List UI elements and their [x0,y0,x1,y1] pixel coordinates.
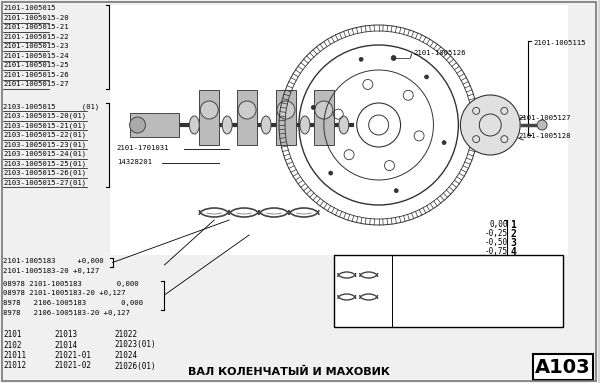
Text: 2101-1005126: 2101-1005126 [413,50,466,56]
Text: 2101-1005015-26: 2101-1005015-26 [3,72,68,77]
Text: 2103-1005015-26(01): 2103-1005015-26(01) [3,170,86,176]
Circle shape [238,101,256,119]
Text: -0,25: -0,25 [485,229,508,238]
Ellipse shape [300,116,310,134]
Bar [199,90,219,145]
Ellipse shape [339,116,349,134]
Text: -0,50: -0,50 [485,238,508,247]
Text: 21011: 21011 [3,351,26,360]
Text: 21026(01): 21026(01) [115,362,156,370]
Text: - 2: - 2 [487,278,507,286]
Text: 21013: 21013 [55,330,78,339]
Text: 2101-1005015-22: 2101-1005015-22 [3,33,68,39]
Text: 2103-1005015-22(01): 2103-1005015-22(01) [3,131,86,138]
Text: 2101-1005015-24: 2101-1005015-24 [3,52,68,59]
Text: 2101-1005015-25: 2101-1005015-25 [3,62,68,68]
Circle shape [359,57,363,61]
Text: - 3: - 3 [487,294,507,303]
Text: 2101-1000102: 2101-1000102 [395,261,451,270]
Circle shape [277,101,295,119]
Bar [237,90,257,145]
Bar [130,113,179,137]
Text: 8978   2106-1005183-20 +0,127: 8978 2106-1005183-20 +0,127 [3,309,130,316]
Circle shape [311,105,315,110]
Circle shape [391,56,396,61]
Text: 2: 2 [510,229,516,239]
Circle shape [537,120,547,130]
Circle shape [425,75,428,79]
Text: 2101-1000102-22: 2101-1000102-22 [395,294,465,303]
Text: 2101-1000102-21: 2101-1000102-21 [395,278,465,286]
Text: 2103-1005015-20(01): 2103-1005015-20(01) [3,113,86,119]
Text: 1: 1 [510,220,516,230]
Text: 2102: 2102 [3,340,22,350]
Circle shape [460,95,520,155]
Text: 4: 4 [510,247,516,257]
Text: А103: А103 [535,358,591,377]
Text: 14328201: 14328201 [116,159,152,165]
Circle shape [130,117,145,133]
Text: -0,75: -0,75 [485,247,508,256]
Text: 8978   2106-1005183        0,000: 8978 2106-1005183 0,000 [3,300,143,306]
Circle shape [442,141,446,145]
Text: 08978 2101-1005183-20 +0,127: 08978 2101-1005183-20 +0,127 [3,290,125,296]
Text: 21023(01): 21023(01) [115,340,156,350]
Text: ВАЛ КОЛЕНЧАТЫЙ И МАХОВИК: ВАЛ КОЛЕНЧАТЫЙ И МАХОВИК [188,367,390,377]
Text: 2101-1701031: 2101-1701031 [116,145,169,151]
Text: 2101-1005183     +0,000: 2101-1005183 +0,000 [3,258,104,264]
Text: 2103-1005015-24(01): 2103-1005015-24(01) [3,151,86,157]
Circle shape [315,101,333,119]
Text: 2101: 2101 [3,330,22,339]
Text: 21012: 21012 [3,362,26,370]
Ellipse shape [261,116,271,134]
Text: 2101-1005015-27: 2101-1005015-27 [3,81,68,87]
Bar [334,255,563,327]
Text: 2101-1005015-23: 2101-1005015-23 [3,43,68,49]
Bar [533,354,593,380]
Text: 2101-1005015-21: 2101-1005015-21 [3,24,68,30]
Ellipse shape [190,116,199,134]
Text: 2101-1005128: 2101-1005128 [518,133,571,139]
Text: 21024: 21024 [115,351,138,360]
Text: 2101-1005127: 2101-1005127 [518,115,571,121]
Text: 2101-1005015-20: 2101-1005015-20 [3,15,68,21]
Circle shape [394,189,398,193]
Text: 2101-1005015: 2101-1005015 [3,5,55,11]
Bar [314,90,334,145]
Text: 08978 2101-1005183        0,000: 08978 2101-1005183 0,000 [3,281,139,287]
Bar [276,90,296,145]
Text: 2101-1000102-23: 2101-1000102-23 [395,311,465,319]
Text: - 1: - 1 [487,261,507,270]
Text: 21014: 21014 [55,340,78,350]
Text: 2103-1005015-23(01): 2103-1005015-23(01) [3,141,86,147]
Circle shape [329,171,333,175]
Text: 21021-02: 21021-02 [55,362,92,370]
Text: - 4: - 4 [487,311,507,319]
Text: 2103-1005015      (01): 2103-1005015 (01) [3,103,99,110]
Text: 2103-1005015-25(01): 2103-1005015-25(01) [3,160,86,167]
Text: 2101-1005183-20 +0,127: 2101-1005183-20 +0,127 [3,267,99,273]
Text: 2103-1005015-21(01): 2103-1005015-21(01) [3,122,86,129]
Text: 21022: 21022 [115,330,138,339]
Ellipse shape [222,116,232,134]
Text: 0,00: 0,00 [490,220,508,229]
Text: 2103-1005015-27(01): 2103-1005015-27(01) [3,179,86,185]
Circle shape [200,101,218,119]
Text: 21021-01: 21021-01 [55,351,92,360]
Bar [110,5,568,255]
Text: 2101-1005115: 2101-1005115 [533,40,586,46]
Text: 3: 3 [510,238,516,248]
